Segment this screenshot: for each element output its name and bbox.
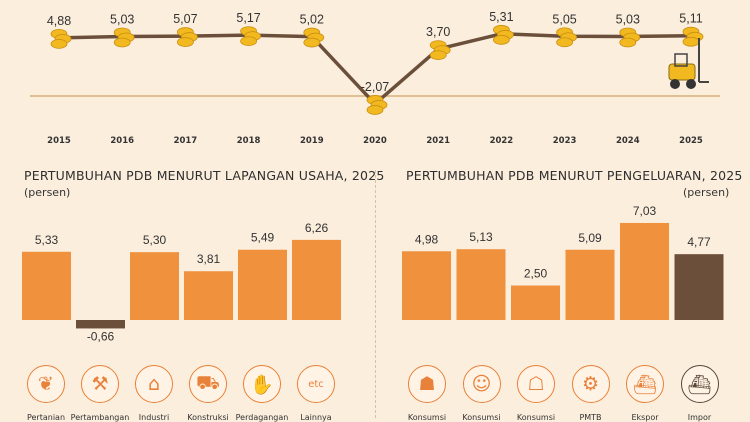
robot-arm-icon: ⚙ [571, 365, 610, 403]
business-sector-chart-title: PERTUMBUHAN PDB MENURUT LAPANGAN USAHA, … [24, 168, 385, 183]
year-tick-label: 2017 [174, 136, 198, 146]
expenditure-chart-unit: (persen) [683, 186, 730, 199]
bar-value-label: -0,66 [87, 329, 115, 343]
bar [456, 249, 506, 320]
coin-stack-icon [619, 27, 641, 48]
category-label: Pertambangan [70, 413, 130, 422]
bar [238, 249, 287, 320]
factory-icon: ⌂ [135, 365, 173, 403]
bar-value-label: 2,50 [524, 267, 548, 281]
government-building-icon: ☖ [517, 365, 555, 403]
category-label: Lainnya [300, 413, 332, 422]
section-divider [375, 170, 376, 418]
bar [292, 239, 341, 320]
bar [565, 249, 615, 320]
bar [674, 254, 724, 320]
coin-stack-icon [366, 95, 388, 115]
growth-value-label: 3,70 [426, 25, 450, 39]
category-label: Konsumsi [516, 413, 556, 422]
leaf-icon: ❦ [27, 365, 65, 403]
category-label: Konsumsi [462, 413, 501, 422]
bar [402, 251, 451, 320]
bar [130, 252, 179, 320]
gdp-growth-line-chart: 4,88 2015 5,03 2016 5,07 2017 5,17 2018 5,02 2019… [30, 10, 720, 146]
category-label: Ekspor [631, 413, 659, 422]
person-icon: ☺ [462, 365, 501, 403]
year-tick-label: 2019 [300, 136, 324, 146]
growth-value-label: 5,03 [110, 12, 134, 26]
expenditure-chart-title: PERTUMBUHAN PDB MENURUT PENGELUARAN, 202… [406, 168, 743, 183]
bar [76, 320, 125, 329]
coin-stack-icon [303, 27, 325, 48]
bar-value-label: 6,26 [305, 221, 329, 235]
bar [184, 271, 233, 320]
growth-value-label: 5,03 [616, 12, 640, 26]
year-tick-label: 2025 [679, 136, 703, 146]
etc-icon: etc [297, 365, 335, 403]
bar-value-label: 5,33 [35, 233, 59, 247]
growth-value-label: 5,11 [679, 12, 702, 26]
category-label: PMTB [579, 413, 602, 422]
handshake-icon: ✋ [243, 365, 281, 403]
category-label: Impor [687, 413, 712, 422]
growth-value-label: 5,02 [300, 13, 324, 27]
bar [620, 222, 669, 320]
coin-stack-icon [113, 27, 135, 48]
bar [511, 285, 560, 320]
bar-value-label: 4,77 [687, 235, 711, 249]
bar-value-label: 7,03 [633, 204, 657, 218]
year-tick-label: 2024 [616, 136, 640, 146]
coin-stack-icon [176, 27, 198, 47]
coin-stack-icon [50, 28, 72, 49]
growth-value-label: -2,07 [361, 80, 390, 94]
bar-value-label: 5,49 [251, 231, 275, 245]
import-ship-icon: ⛴ [680, 365, 719, 403]
growth-value-label: 5,31 [489, 10, 513, 24]
coin-stack-icon [429, 40, 451, 60]
year-tick-label: 2023 [553, 136, 577, 146]
growth-value-label: 5,07 [173, 12, 197, 26]
category-label: Konstruksi [187, 413, 229, 422]
year-tick-label: 2018 [237, 136, 261, 146]
category-label: Industri [138, 413, 170, 422]
growth-value-label: 5,05 [552, 12, 576, 26]
bar [22, 251, 71, 320]
year-tick-label: 2020 [363, 136, 387, 146]
bar-value-label: 4,98 [415, 232, 439, 246]
year-tick-label: 2015 [47, 136, 71, 146]
category-label: Pertanian [26, 413, 66, 422]
shopping-basket-icon: ☗ [408, 365, 446, 403]
category-label: Konsumsi [407, 413, 447, 422]
bar-value-label: 5,30 [143, 233, 167, 247]
truck-mixer-icon: ⛟ [189, 365, 227, 403]
category-label: Perdagangan [235, 413, 289, 422]
year-tick-label: 2022 [490, 136, 514, 146]
year-tick-label: 2021 [426, 136, 450, 146]
year-tick-label: 2016 [110, 136, 134, 146]
coin-stack-icon [240, 26, 262, 47]
cargo-ship-icon: ⛴ [626, 365, 664, 403]
bar-value-label: 3,81 [197, 252, 221, 266]
forklift-icon [668, 38, 709, 89]
bar-value-label: 5,09 [578, 231, 602, 245]
oil-pump-icon: ⚒ [81, 365, 119, 403]
coin-stack-icon [556, 27, 577, 48]
growth-value-label: 5,17 [236, 11, 260, 25]
business-sector-chart-unit: (persen) [24, 186, 71, 199]
bar-value-label: 5,13 [469, 230, 493, 244]
growth-value-label: 4,88 [47, 14, 71, 28]
coin-stack-icon [492, 24, 514, 45]
